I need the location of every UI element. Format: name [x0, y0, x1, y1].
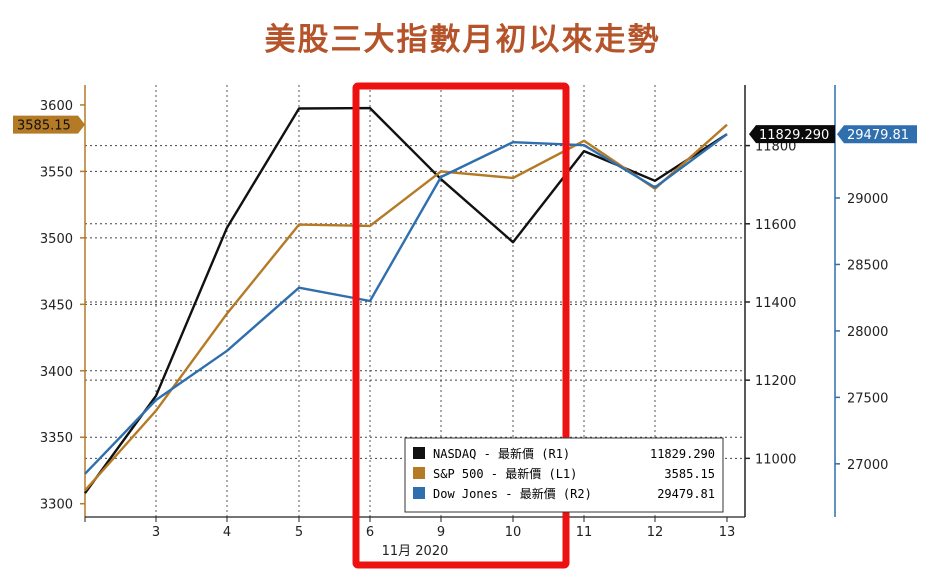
x-tick-label: 5 [295, 525, 303, 540]
x-tick-label: 13 [719, 525, 736, 540]
left-tick-label: 3600 [40, 99, 73, 114]
tick-labels: 3300 3350 3400 3450 3500 3550 3600 11000 11200 11… [40, 99, 888, 540]
series-lines [84, 106, 728, 494]
right2-tick-label: 28000 [847, 325, 888, 340]
x-tick-label: 4 [223, 525, 231, 540]
x-tick-label: 10 [505, 525, 522, 540]
right1-tick-label: 11800 [755, 140, 796, 155]
x-tick-label: 11 [576, 525, 593, 540]
right2-tick-label: 29000 [847, 192, 888, 207]
right2-tick-label: 27000 [847, 458, 888, 473]
legend-label-sp500: S&P 500 - 最新價 (L1) [433, 466, 577, 481]
right1-tick-label: 11600 [755, 218, 796, 233]
legend-value-nasdaq: 11829.290 [650, 447, 715, 461]
chart-title: 美股三大指數月初以來走勢 [264, 22, 661, 58]
right1-tick-label: 11400 [755, 296, 796, 311]
nasdaq-last-badge-value: 11829.290 [759, 128, 829, 143]
dow-last-badge-shape [837, 125, 917, 144]
left-tick-label: 3300 [40, 498, 73, 513]
x-tick-label: 9 [437, 525, 445, 540]
highlight-box [352, 82, 570, 569]
legend-swatch-dow [413, 487, 425, 499]
right1-tick-label: 11200 [755, 374, 796, 389]
highlight-box-group [352, 82, 570, 569]
left-tick-label: 3400 [40, 365, 73, 380]
sp500-last-badge-shape [13, 115, 85, 134]
dow-line [84, 133, 728, 475]
x-tick-label: 3 [152, 525, 160, 540]
left-tick-label: 3350 [40, 431, 73, 446]
left-tick-label: 3450 [40, 298, 73, 313]
legend-value-dow: 29479.81 [657, 487, 715, 501]
x-tick-label: 6 [366, 525, 374, 540]
x-tick-label: 12 [647, 525, 664, 540]
dow-last-badge-value: 29479.81 [847, 128, 909, 143]
nasdaq-line [84, 106, 728, 494]
left-tick-label: 3500 [40, 232, 73, 247]
legend-label-nasdaq: NASDAQ - 最新價 (R1) [433, 446, 570, 461]
nasdaq-last-badge-shape [749, 125, 835, 144]
left-tick-label: 3550 [40, 165, 73, 180]
right2-tick-label: 27500 [847, 391, 888, 406]
axes [80, 85, 840, 522]
right2-tick-label: 28500 [847, 258, 888, 273]
right1-tick-label: 11000 [755, 452, 796, 467]
sp500-last-badge-value: 3585.15 [17, 119, 71, 134]
legend-swatch-nasdaq [413, 447, 425, 459]
x-axis-period-label: 11月 2020 [382, 544, 449, 559]
sp500-line [84, 123, 728, 492]
legend: NASDAQ - 最新價 (R1) 11829.290 S&P 500 - 最新價 … [404, 437, 724, 513]
legend-swatch-sp500 [413, 467, 425, 479]
legend-box [404, 437, 724, 513]
legend-value-sp500: 3585.15 [664, 467, 715, 481]
last-value-badges: 3585.15 11829.290 29479.81 [13, 115, 917, 144]
legend-label-dow: Dow Jones - 最新價 (R2) [433, 486, 592, 501]
